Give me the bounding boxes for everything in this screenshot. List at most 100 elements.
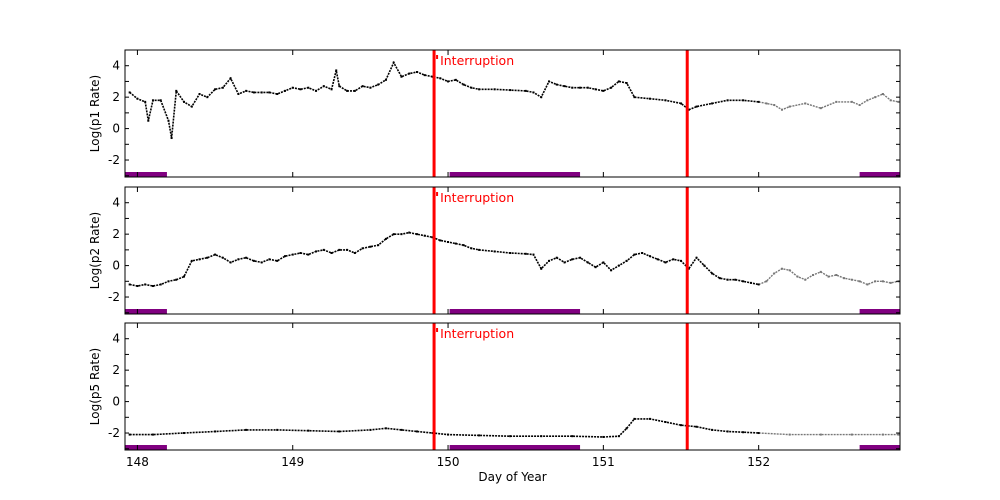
data-point (889, 281, 892, 284)
data-point (322, 85, 325, 88)
data-point (835, 100, 838, 103)
panel-2: -2 0 2 4 Interruption Log(p2 Rate) (88, 186, 901, 315)
data-point (291, 86, 294, 89)
data-point (881, 93, 884, 96)
data-point (237, 93, 240, 96)
data-point (307, 86, 310, 89)
data-point (540, 435, 543, 438)
y-tick-label: 2 (112, 227, 120, 241)
data-point (415, 71, 418, 74)
shaded-bar (449, 172, 581, 177)
y-tick-label: 4 (112, 196, 120, 210)
data-point (866, 99, 869, 102)
data-point (377, 83, 380, 86)
data-point (726, 278, 729, 281)
data-point (183, 100, 186, 103)
data-point (757, 432, 760, 435)
data-point (384, 78, 387, 81)
data-point (788, 269, 791, 272)
data-point (819, 270, 822, 273)
data-point (532, 253, 535, 256)
data-point (454, 78, 457, 81)
data-point (229, 77, 232, 80)
x-tick-label: 151 (592, 455, 615, 469)
data-point (687, 267, 690, 270)
data-point (648, 417, 651, 420)
data-point (276, 428, 279, 431)
data-point (602, 89, 605, 92)
data-point (680, 424, 683, 427)
series-trace (129, 231, 759, 287)
y-tick-label: 2 (112, 90, 120, 104)
data-point (447, 241, 450, 244)
data-point (346, 89, 349, 92)
data-point (307, 253, 310, 256)
data-point (478, 434, 481, 437)
annotation-interruption: Interruption (440, 190, 514, 205)
data-point (128, 91, 131, 94)
data-point (384, 427, 387, 430)
data-point (493, 88, 496, 91)
data-point (726, 430, 729, 433)
data-point (392, 233, 395, 236)
data-point (509, 89, 512, 92)
data-point (454, 242, 457, 245)
axes-frame (124, 49, 901, 178)
data-point (773, 272, 776, 275)
data-point (136, 97, 139, 100)
data-point (625, 259, 628, 262)
data-point (656, 258, 659, 261)
data-point (330, 252, 333, 255)
data-point (415, 233, 418, 236)
data-point (680, 102, 683, 105)
data-point (151, 433, 154, 436)
y-tick-label: 2 (112, 363, 120, 377)
data-point (594, 266, 597, 269)
data-point (843, 277, 846, 280)
data-point (586, 261, 589, 264)
data-point (470, 247, 473, 250)
data-point (695, 425, 698, 428)
data-point (353, 252, 356, 255)
data-point (245, 89, 248, 92)
data-point (245, 428, 248, 431)
data-point (493, 250, 496, 253)
data-point (170, 137, 173, 140)
data-point (858, 104, 861, 107)
data-point (881, 433, 884, 436)
data-point (664, 421, 667, 424)
data-point (695, 256, 698, 259)
shaded-bar (125, 309, 167, 314)
data-point (540, 96, 543, 99)
data-point (283, 255, 286, 258)
data-point (462, 83, 465, 86)
data-point (183, 275, 186, 278)
data-point (524, 89, 527, 92)
data-point (897, 433, 900, 436)
data-point (299, 252, 302, 255)
data-point (400, 428, 403, 431)
panel-1: -2 0 2 4 Interruption Log(p1 Rate) (88, 49, 901, 178)
data-point (695, 105, 698, 108)
data-point (625, 427, 628, 430)
data-point (144, 283, 147, 286)
data-point (431, 75, 434, 78)
series-trace (129, 60, 759, 139)
data-point (423, 234, 426, 237)
y-axis-label: Log(p2 Rate) (88, 212, 102, 289)
data-point (400, 75, 403, 78)
data-point (478, 248, 481, 251)
data-point (307, 429, 310, 432)
data-point (268, 258, 271, 261)
data-point (268, 91, 271, 94)
data-point (322, 248, 325, 251)
data-point (571, 86, 574, 89)
data-point (128, 433, 131, 436)
data-point (819, 433, 822, 436)
data-point (159, 283, 162, 286)
data-point (602, 435, 605, 438)
x-tick-label: 150 (437, 455, 460, 469)
data-point (447, 80, 450, 83)
series-trace-late (758, 432, 899, 436)
